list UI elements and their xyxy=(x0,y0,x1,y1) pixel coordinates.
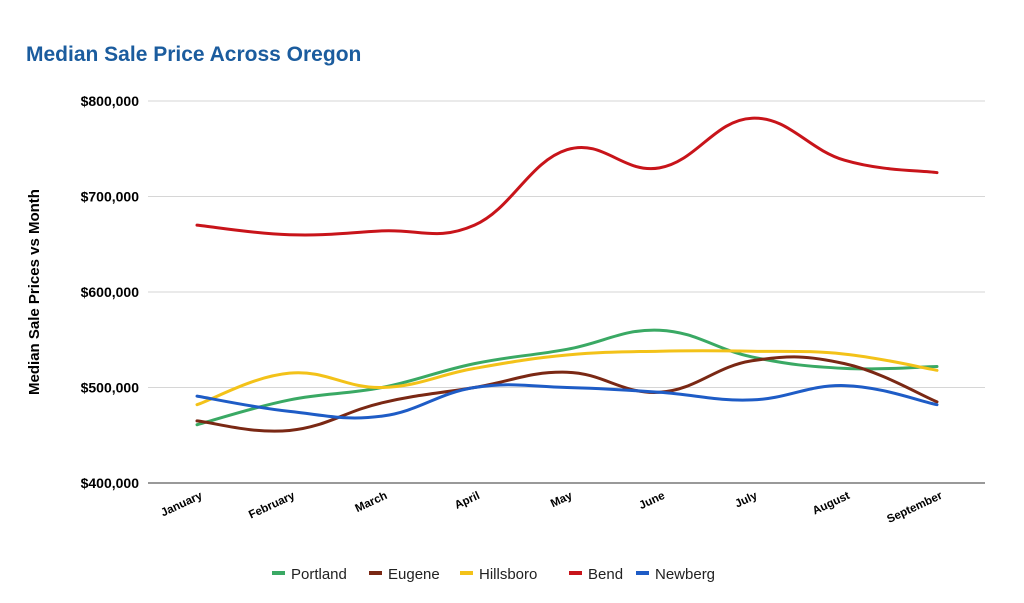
chart-title: Median Sale Price Across Oregon xyxy=(26,43,362,66)
legend-swatch-eugene xyxy=(369,571,382,575)
x-tick-label: June xyxy=(637,490,666,512)
y-tick-label: $400,000 xyxy=(81,475,140,491)
y-tick-label: $500,000 xyxy=(81,380,140,396)
series-line-portland xyxy=(195,328,939,427)
y-axis-label: Median Sale Prices vs Month xyxy=(26,189,43,395)
x-tick-label: March xyxy=(353,490,389,515)
y-tick-label: $700,000 xyxy=(81,189,140,205)
series-line-bend xyxy=(195,116,939,237)
legend-label-eugene: Eugene xyxy=(388,566,440,583)
legend-label-bend: Bend xyxy=(588,566,623,583)
series-line-eugene xyxy=(195,355,939,433)
x-tick-label: September xyxy=(885,490,944,526)
x-tick-label: July xyxy=(733,490,759,511)
y-tick-label: $800,000 xyxy=(81,93,140,109)
legend-label-portland: Portland xyxy=(291,566,347,583)
x-tick-label: May xyxy=(549,490,575,511)
series-line-hillsboro xyxy=(195,349,939,407)
y-tick-label: $600,000 xyxy=(81,284,140,300)
legend-label-hillsboro: Hillsboro xyxy=(479,566,537,583)
legend-swatch-hillsboro xyxy=(460,571,473,575)
x-tick-label: August xyxy=(811,490,852,518)
x-tick-label: April xyxy=(453,490,482,512)
x-tick-label: January xyxy=(159,490,205,520)
series-line-newberg xyxy=(195,383,939,420)
legend-label-newberg: Newberg xyxy=(655,566,715,583)
legend-swatch-newberg xyxy=(636,571,649,575)
x-tick-label: February xyxy=(247,490,297,522)
legend-swatch-bend xyxy=(569,571,582,575)
legend-swatch-portland xyxy=(272,571,285,575)
